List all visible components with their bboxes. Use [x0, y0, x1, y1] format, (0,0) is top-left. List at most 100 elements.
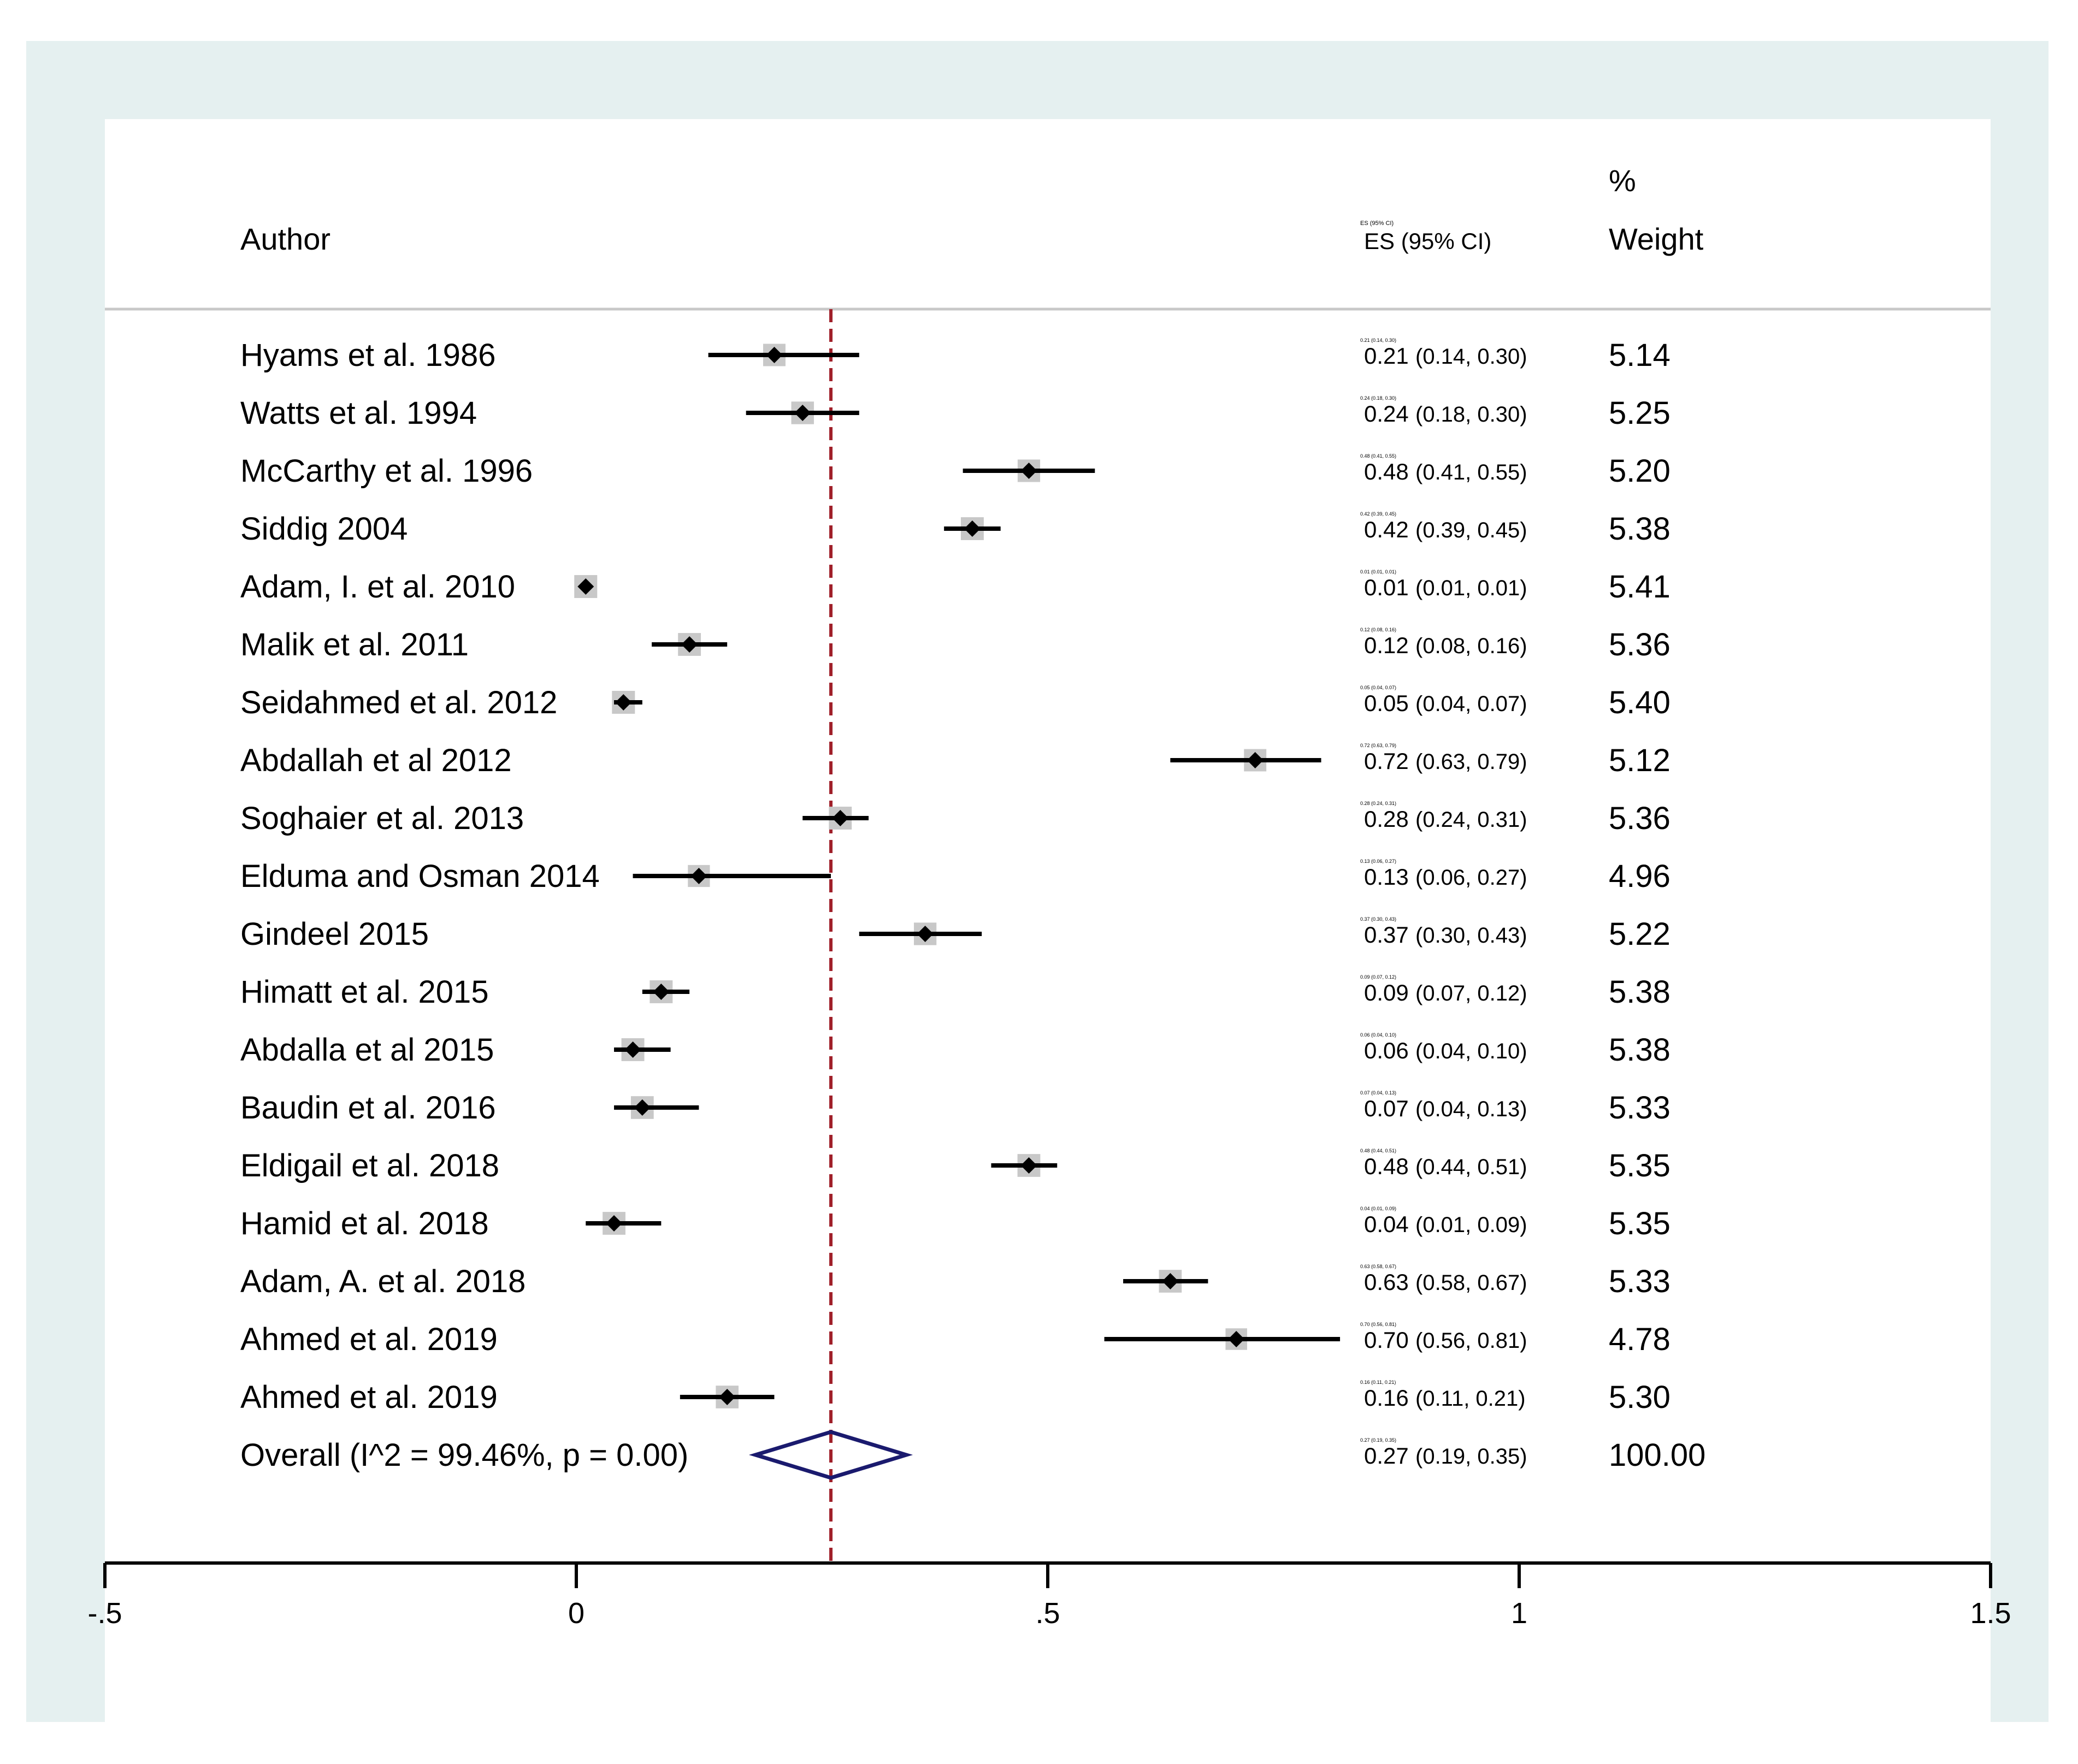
es-value-label: 0.04	[1364, 1211, 1409, 1237]
point-estimate	[1020, 1157, 1037, 1174]
es-value-label: 0.06	[1364, 1038, 1409, 1063]
point-estimate	[653, 984, 670, 1000]
es-ci-small-label: 0.28 (0.24, 0.31)	[1360, 801, 1396, 806]
ci-range-label: (0.01, 0.01)	[1415, 576, 1527, 600]
es-ci-small-label: 0.37 (0.30, 0.43)	[1360, 916, 1396, 922]
es-ci-small-label: 0.42 (0.39, 0.45)	[1360, 511, 1396, 517]
study-author-label: Abdallah et al 2012	[240, 743, 512, 778]
es-ci-small-label: 0.06 (0.04, 0.10)	[1360, 1032, 1396, 1038]
ci-range-label: (0.11, 0.21)	[1415, 1387, 1526, 1411]
ci-range-label: (0.39, 0.45)	[1415, 518, 1527, 542]
point-estimate	[624, 1041, 641, 1058]
weight-label: 5.33	[1609, 1090, 1670, 1126]
study-row: Abdallah et al 2012 0.72 (0.63, 0.79)0.72…	[240, 743, 1670, 778]
ci-range-label: (0.63, 0.79)	[1415, 750, 1527, 774]
weight-label: 5.38	[1609, 974, 1670, 1010]
es-ci-small-label: 0.12 (0.08, 0.16)	[1360, 627, 1396, 632]
study-row: Abdalla et al 2015 0.06 (0.04, 0.10)0.06(…	[240, 1032, 1670, 1068]
weight-label: 5.25	[1609, 395, 1670, 431]
study-author-label: Elduma and Osman 2014	[240, 859, 600, 894]
weight-label: 5.20	[1609, 453, 1670, 489]
point-estimate	[964, 520, 981, 537]
point-estimate	[719, 1389, 736, 1405]
header-weight-pct: %	[1609, 163, 1636, 198]
study-rows: Hyams et al. 1986 0.21 (0.14, 0.30)0.21 (0…	[240, 309, 1705, 1563]
ci-range-label: (0.04, 0.10)	[1415, 1039, 1527, 1063]
point-estimate	[681, 636, 698, 653]
weight-label: 5.35	[1609, 1206, 1670, 1241]
study-author-label: Seidahmed et al. 2012	[240, 685, 557, 720]
weight-label: 4.96	[1609, 859, 1670, 894]
es-ci-small-label: 0.63 (0.58, 0.67)	[1360, 1264, 1396, 1269]
point-estimate	[690, 868, 707, 884]
es-value-label: 0.42	[1364, 517, 1409, 542]
overall-ci-range-label: (0.19, 0.35)	[1415, 1445, 1527, 1469]
study-row: Gindeel 2015 0.37 (0.30, 0.43)0.37 (0.30, …	[240, 916, 1670, 952]
ci-range-label: (0.04, 0.13)	[1415, 1097, 1527, 1121]
es-value-label: 0.28	[1364, 806, 1409, 832]
weight-label: 5.38	[1609, 1032, 1670, 1068]
point-estimate	[917, 926, 934, 942]
study-author-label: Baudin et al. 2016	[240, 1090, 496, 1126]
weight-label: 5.30	[1609, 1380, 1670, 1415]
study-author-label: Abdalla et al 2015	[240, 1032, 494, 1068]
study-author-label: Hamid et al. 2018	[240, 1206, 489, 1241]
x-axis-tick-label: 0	[568, 1597, 585, 1630]
ci-range-label: (0.56, 0.81)	[1415, 1329, 1527, 1353]
x-axis-tick-label: 1.5	[1970, 1597, 2011, 1630]
point-estimate	[1228, 1331, 1245, 1347]
es-ci-small-label: 0.01 (0.01, 0.01)	[1360, 569, 1396, 575]
study-row: Soghaier et al. 2013 0.28 (0.24, 0.31)0.2…	[240, 801, 1670, 836]
es-value-label: 0.16	[1364, 1385, 1409, 1411]
point-estimate	[1162, 1273, 1179, 1289]
header-weight: Weight	[1609, 222, 1704, 256]
overall-es-value-label: 0.27	[1364, 1443, 1409, 1469]
study-author-label: Soghaier et al. 2013	[240, 801, 524, 836]
overall-row: Overall (I^2 = 99.46%, p = 0.00) 0.27 (0.…	[240, 1430, 1705, 1480]
point-estimate	[1247, 752, 1264, 768]
overall-weight-label: 100.00	[1609, 1437, 1705, 1473]
weight-label: 5.41	[1609, 569, 1670, 605]
header-es: ES (95% CI)	[1364, 228, 1491, 254]
point-estimate	[832, 810, 849, 826]
point-estimate	[606, 1215, 623, 1232]
ci-range-label: (0.24, 0.31)	[1415, 808, 1527, 832]
study-row: Ahmed et al. 2019 0.16 (0.11, 0.21)0.16 (0…	[240, 1380, 1670, 1415]
point-estimate	[577, 578, 594, 595]
ci-range-label: (0.08, 0.16)	[1415, 634, 1527, 658]
study-author-label: Ahmed et al. 2019	[240, 1380, 498, 1415]
study-author-label: Himatt et al. 2015	[240, 974, 489, 1010]
overall-es-ci-small-label: 0.27 (0.19, 0.35)	[1360, 1437, 1396, 1443]
ci-range-label: (0.06, 0.27)	[1415, 866, 1527, 890]
weight-label: 5.22	[1609, 916, 1670, 952]
weight-label: 5.12	[1609, 743, 1670, 778]
es-value-label: 0.48	[1364, 1153, 1409, 1179]
study-author-label: Malik et al. 2011	[240, 627, 469, 662]
ci-range-label: (0.41, 0.55)	[1415, 460, 1527, 484]
es-ci-small-label: 0.70 (0.56, 0.81)	[1360, 1322, 1396, 1327]
es-ci-small-label: 0.21 (0.14, 0.30)	[1360, 338, 1396, 343]
es-value-label: 0.05	[1364, 690, 1409, 716]
weight-label: 4.78	[1609, 1322, 1670, 1357]
x-axis-tick-label: .5	[1035, 1597, 1060, 1630]
es-value-label: 0.07	[1364, 1096, 1409, 1121]
study-author-label: Watts et al. 1994	[240, 395, 477, 431]
es-ci-small-label: 0.72 (0.63, 0.79)	[1360, 743, 1396, 748]
study-author-label: Hyams et al. 1986	[240, 338, 495, 373]
x-axis: -.5 0 .5 1 1.5	[87, 1561, 2011, 1630]
weight-label: 5.36	[1609, 801, 1670, 836]
overall-label: Overall (I^2 = 99.46%, p = 0.00)	[240, 1437, 688, 1473]
es-ci-small-label: 0.48 (0.41, 0.55)	[1360, 453, 1396, 459]
es-value-label: 0.70	[1364, 1327, 1409, 1353]
es-value-label: 0.48	[1364, 459, 1409, 484]
point-estimate	[1020, 463, 1037, 479]
es-value-label: 0.13	[1364, 864, 1409, 890]
study-row: Baudin et al. 2016 0.07 (0.04, 0.13)0.07(…	[240, 1090, 1670, 1126]
ci-range-label: (0.44, 0.51)	[1415, 1155, 1527, 1179]
x-axis-tick-label: -.5	[87, 1597, 122, 1630]
es-ci-small-label: 0.04 (0.01, 0.09)	[1360, 1206, 1396, 1211]
weight-label: 5.36	[1609, 627, 1670, 662]
es-ci-small-label: 0.48 (0.44, 0.51)	[1360, 1148, 1396, 1153]
study-row: Himatt et al. 2015 0.09 (0.07, 0.12)0.09(…	[240, 974, 1670, 1010]
point-estimate	[794, 405, 811, 421]
